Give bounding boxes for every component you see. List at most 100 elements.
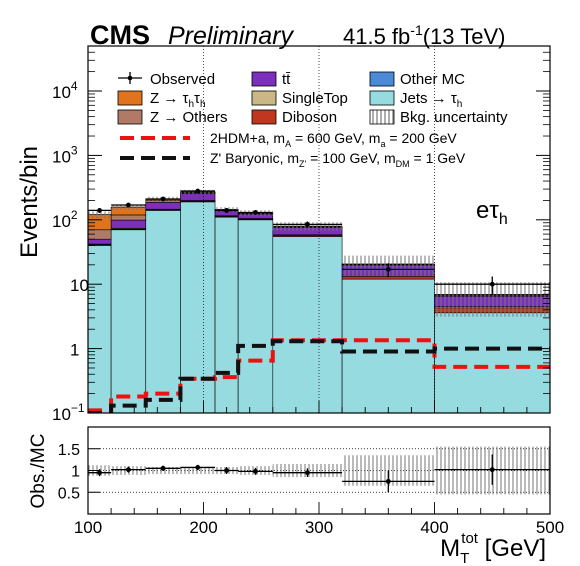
legend-singletop-swatch: [251, 90, 277, 106]
x-tick-label: 100: [74, 518, 102, 537]
ratio-point: [224, 468, 230, 473]
y-tick-base: 10: [70, 276, 89, 295]
preliminary-label: Preliminary: [168, 22, 295, 50]
jets-base: Jets → τ: [400, 90, 457, 107]
y-tick-label: 10: [70, 276, 89, 295]
stack-bar-ttbar: [110, 219, 147, 229]
ztautau-mid: τ: [194, 90, 200, 107]
signal-line-sig2: [88, 339, 550, 413]
channel-sub: h: [499, 211, 508, 228]
legend-observed-dot: [127, 75, 133, 81]
legend-othermc-swatch: [369, 71, 395, 87]
sig2-s2: DM: [396, 159, 410, 169]
lumi-exp: -1: [410, 22, 423, 38]
ratio-point: [126, 467, 131, 473]
sig2-a: Z' Baryonic, m: [210, 150, 299, 166]
ratio-y-axis-label: Obs./MC: [28, 434, 49, 509]
x-label-unit: [GeV]: [478, 535, 546, 562]
ratio-y-tick-label: 1: [71, 464, 80, 481]
ratio-point: [97, 470, 102, 476]
stack-bar-ttbar: [145, 202, 181, 210]
observed-point: [385, 266, 391, 272]
y-tick-base: 1: [70, 341, 79, 360]
ratio-y-tick-label: 0.5: [58, 485, 80, 502]
legend-jets-label: Jets → τh: [400, 90, 462, 110]
x-label-sub: T: [460, 550, 469, 566]
x-tick-label: 300: [305, 518, 333, 537]
y-tick-base: 10: [52, 405, 71, 424]
y-tick-base: 10: [52, 212, 71, 231]
legend-zothers-label: Z → Others: [150, 109, 228, 126]
y-axis-label: Events/bin: [16, 146, 43, 258]
legend-diboson-label: Diboson: [282, 109, 337, 126]
observed-point: [489, 281, 495, 287]
ratio-plot: [88, 446, 550, 495]
cms-label: CMS: [90, 20, 150, 50]
ratio-axes: 100 200 300 400 500 0.5 1 1.5: [58, 442, 564, 537]
stack-bar-ttbar: [180, 193, 216, 201]
bkg-uncertainty-band: [88, 211, 112, 219]
legend-othermc-label: Other MC: [400, 71, 465, 88]
y-tick-label: 103: [52, 143, 78, 166]
legend-singletop-label: SingleTop: [282, 90, 348, 107]
legend-sig2-label: Z' Baryonic, mZ' = 100 GeV, mDM = 1 GeV: [210, 150, 466, 169]
observed-point: [253, 210, 258, 215]
y-tick-base: 10: [52, 83, 71, 102]
y-tick-exp: −1: [71, 401, 85, 415]
y-tick-label: 104: [52, 79, 78, 102]
legend-ttbar-label: tt̄: [282, 71, 291, 88]
main-plot: [88, 189, 550, 413]
ratio-point: [305, 470, 310, 476]
stack-bar-jets: [145, 210, 181, 413]
y-tick-label: 1: [70, 341, 79, 360]
ratio-uncertainty-band: [180, 467, 216, 474]
ztautau-sub2: h: [200, 99, 206, 110]
signal-line-sig1: [88, 338, 550, 413]
ratio-y-tick-label: 1.5: [58, 442, 80, 459]
sig1-c: = 200 GeV: [385, 130, 457, 146]
observed-point: [97, 207, 102, 213]
observed-point: [224, 207, 230, 213]
stack-bar-jets: [434, 312, 550, 413]
legend-zothers-swatch: [117, 109, 143, 125]
stack-bar-jets: [341, 278, 435, 413]
y-tick-exp: 4: [71, 79, 78, 93]
ztautau-base: Z → τ: [150, 90, 188, 107]
stack-bar-jets: [272, 236, 343, 413]
channel-tau: τ: [489, 197, 499, 224]
lumi-value: 41.5 fb: [343, 24, 410, 49]
sig1-a: 2HDM+a, m: [210, 130, 285, 146]
stack-bar-jets: [180, 201, 216, 413]
x-tick-label: 400: [420, 518, 448, 537]
channel-label: eτh: [476, 197, 508, 228]
ztautau-sub1: h: [188, 99, 194, 110]
stack-bar-zothers: [110, 214, 147, 221]
ratio-point: [160, 465, 166, 471]
sig1-s1: A: [285, 139, 291, 149]
x-tick-label: 500: [536, 518, 564, 537]
y-tick-base: 10: [52, 147, 71, 166]
stack-bar-jets: [110, 229, 147, 413]
legend-ztautau-swatch: [117, 90, 143, 106]
ratio-point: [489, 467, 495, 473]
energy-label: (13 TeV): [423, 24, 506, 49]
sig1-s2: a: [380, 139, 385, 149]
legend-jets-swatch: [369, 90, 395, 106]
x-label-base: M: [440, 535, 460, 562]
ratio-point: [253, 468, 258, 474]
sig2-c: = 1 GeV: [410, 150, 466, 166]
observed-point: [126, 202, 131, 208]
y-tick-exp: 2: [71, 208, 78, 222]
observed-point: [160, 196, 166, 202]
legend-ttbar-swatch: [251, 71, 277, 87]
x-tick-label: 200: [189, 518, 217, 537]
y-tick-label: 102: [52, 208, 78, 231]
y-tick-exp: 3: [71, 143, 78, 157]
main-overlay: [88, 46, 550, 413]
legend: Observed Z → τhτh Z → Others tt̄ SingleT…: [117, 71, 508, 169]
stack-bar-jets: [214, 216, 239, 413]
legend-bkg-unc-swatch: [369, 109, 395, 125]
y-tick-label: 10−1: [52, 401, 85, 424]
